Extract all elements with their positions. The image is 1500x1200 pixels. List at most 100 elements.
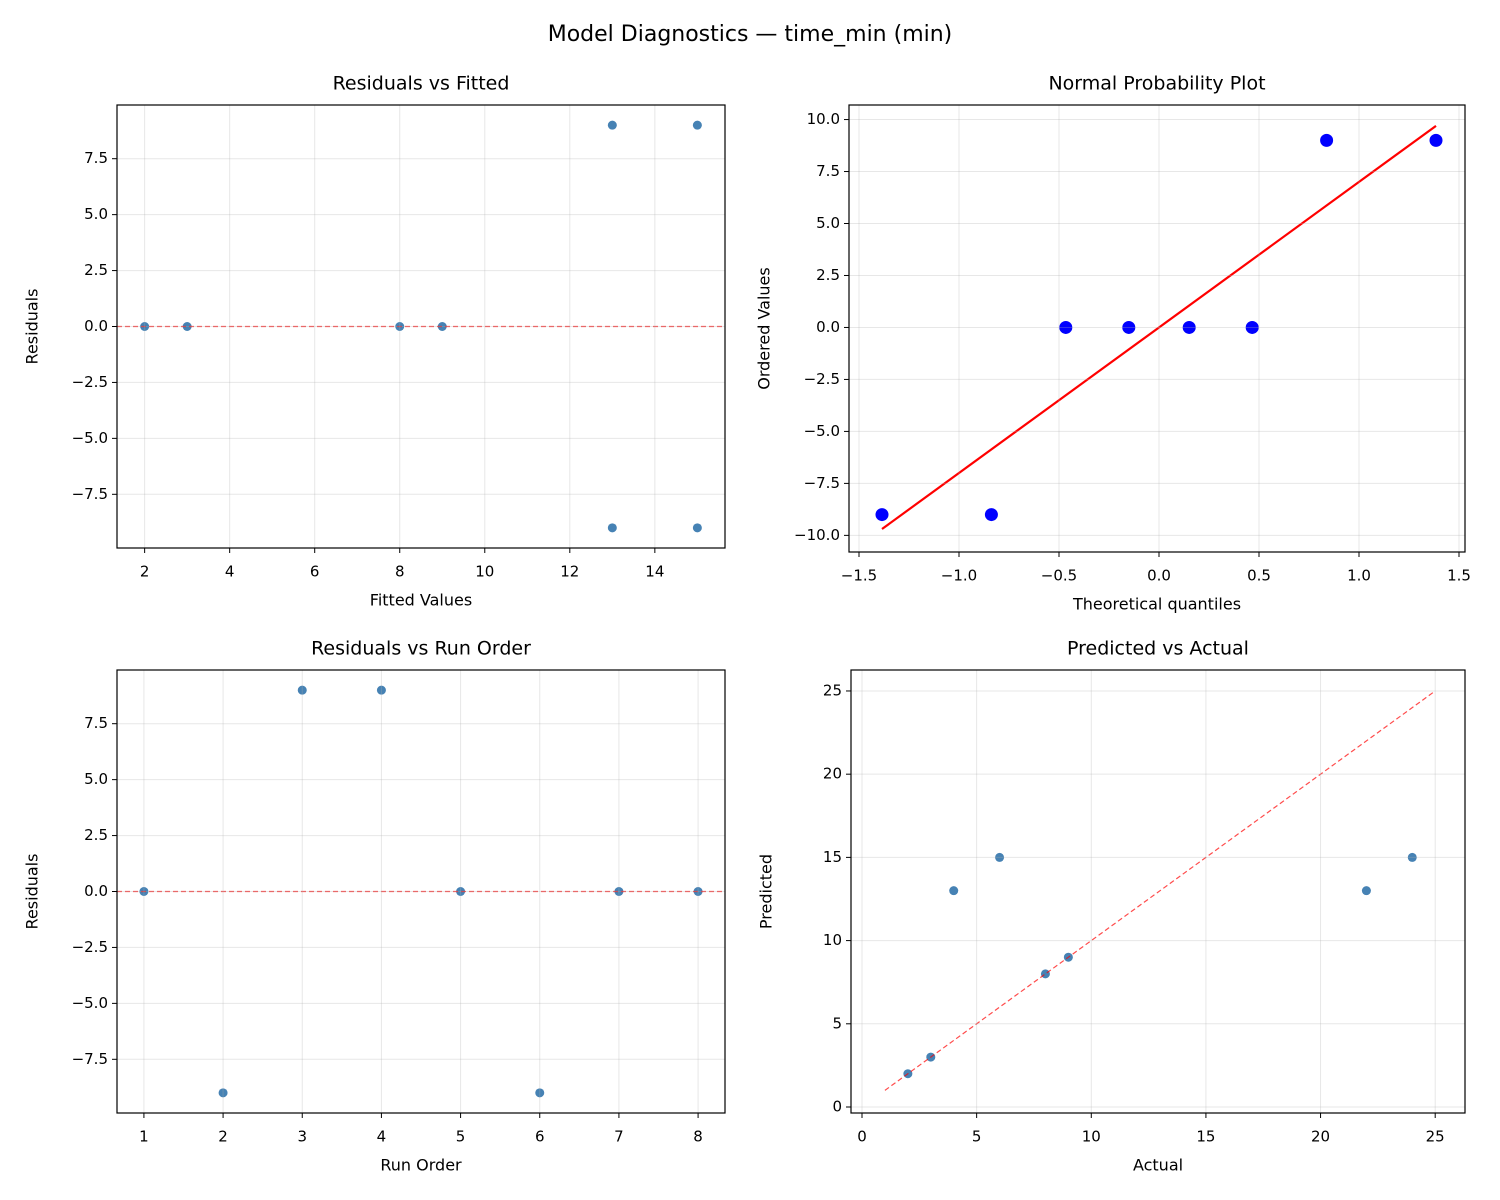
- point: [218, 1088, 228, 1098]
- x-tick-label: 1.0: [1347, 567, 1371, 585]
- point: [1182, 320, 1196, 334]
- axes-frame: [116, 104, 726, 549]
- x-tick-label: 6: [535, 1128, 545, 1146]
- x-tick-label: 0: [857, 1128, 867, 1146]
- x-axis-label: Theoretical quantiles: [1072, 595, 1241, 614]
- axes-title: Normal Probability Plot: [1048, 73, 1265, 95]
- y-tick-label: −2.5: [72, 938, 108, 956]
- y-tick-label: −2.5: [72, 373, 108, 391]
- y-tick-label: 5: [832, 1014, 842, 1032]
- x-tick-label: 1.5: [1447, 567, 1471, 585]
- x-tick-label: −1.0: [941, 567, 977, 585]
- y-tick-label: −5.0: [804, 422, 840, 440]
- point: [995, 852, 1005, 862]
- fit-line: [881, 125, 1437, 530]
- y-axis-label: Ordered Values: [755, 267, 774, 389]
- y-tick-label: 0.0: [84, 317, 108, 335]
- point: [693, 887, 703, 896]
- x-tick-label: 15: [1196, 1128, 1215, 1146]
- y-tick-label: 10: [823, 931, 842, 949]
- x-tick-label: 4: [377, 1128, 387, 1146]
- x-tick-label: 0.0: [1147, 567, 1171, 585]
- x-axis-label: Actual: [1133, 1156, 1183, 1175]
- point: [984, 508, 998, 522]
- x-tick-label: 2: [218, 1128, 228, 1146]
- x-tick-label: 0.5: [1247, 567, 1271, 585]
- point: [1122, 320, 1136, 334]
- x-tick-label: 7: [614, 1128, 624, 1146]
- axes-frame: [848, 104, 1466, 553]
- y-tick-label: 5.0: [816, 214, 840, 232]
- axes-frame: [116, 669, 726, 1114]
- plot-area: [875, 125, 1443, 530]
- y-tick-label: 0.0: [84, 882, 108, 900]
- y-tick-label: 25: [823, 681, 842, 699]
- axes-title: Predicted vs Actual: [1067, 638, 1249, 660]
- point: [1040, 969, 1050, 979]
- point: [614, 887, 624, 896]
- y-tick-label: 5.0: [84, 770, 108, 788]
- y-tick-label: −5.0: [72, 429, 108, 447]
- x-tick-label: 8: [693, 1128, 703, 1146]
- plot-area: [117, 120, 725, 533]
- y-tick-label: 20: [823, 765, 842, 783]
- x-tick-label: 5: [972, 1128, 982, 1146]
- point: [607, 120, 617, 130]
- y-tick-label: 7.5: [84, 149, 108, 167]
- y-tick-label: 5.0: [84, 205, 108, 223]
- x-tick-label: 25: [1426, 1128, 1445, 1146]
- figure-title: Model Diagnostics — time_min (min): [548, 22, 953, 47]
- y-tick-label: 0.0: [816, 318, 840, 336]
- point: [1361, 886, 1371, 896]
- point: [692, 120, 702, 130]
- x-tick-label: 4: [225, 563, 235, 581]
- y-tick-label: 7.5: [84, 714, 108, 732]
- point: [1059, 320, 1073, 334]
- point: [949, 886, 959, 896]
- x-tick-label: 3: [297, 1128, 307, 1146]
- point: [607, 523, 617, 533]
- point: [875, 508, 889, 522]
- x-axis-label: Fitted Values: [370, 591, 472, 610]
- x-tick-label: 10: [1082, 1128, 1101, 1146]
- point: [1320, 133, 1334, 147]
- point: [1407, 852, 1417, 862]
- x-tick-label: 12: [560, 563, 579, 581]
- y-tick-label: −2.5: [804, 370, 840, 388]
- y-tick-label: 2.5: [816, 266, 840, 284]
- plot-area: [117, 685, 725, 1098]
- y-tick-label: 15: [823, 848, 842, 866]
- y-tick-label: −10.0: [794, 526, 840, 544]
- x-tick-label: 5: [456, 1128, 466, 1146]
- y-tick-label: 7.5: [816, 162, 840, 180]
- y-tick-label: −7.5: [804, 474, 840, 492]
- point: [692, 523, 702, 533]
- axes-title: Residuals vs Fitted: [333, 73, 510, 95]
- reference-line: [884, 690, 1436, 1091]
- y-tick-label: −7.5: [72, 485, 108, 503]
- point: [1245, 320, 1259, 334]
- x-tick-label: 2: [140, 563, 150, 581]
- x-tick-label: −1.5: [841, 567, 877, 585]
- y-axis-label: Residuals: [23, 854, 42, 930]
- point: [376, 685, 386, 695]
- x-axis-label: Run Order: [380, 1156, 462, 1175]
- y-tick-label: 0: [832, 1098, 842, 1116]
- point: [1429, 133, 1443, 147]
- point: [535, 1088, 545, 1098]
- x-tick-label: 6: [310, 563, 320, 581]
- axes-frame: [850, 669, 1466, 1114]
- y-tick-label: 10.0: [807, 110, 840, 128]
- x-tick-label: 20: [1311, 1128, 1330, 1146]
- x-tick-label: −0.5: [1041, 567, 1077, 585]
- point: [297, 685, 307, 695]
- y-axis-label: Predicted: [757, 854, 776, 929]
- y-tick-label: 2.5: [84, 261, 108, 279]
- y-tick-label: 2.5: [84, 826, 108, 844]
- x-tick-label: 8: [395, 563, 405, 581]
- x-tick-label: 10: [475, 563, 494, 581]
- x-tick-label: 1: [139, 1128, 149, 1146]
- axes-title: Residuals vs Run Order: [311, 638, 531, 660]
